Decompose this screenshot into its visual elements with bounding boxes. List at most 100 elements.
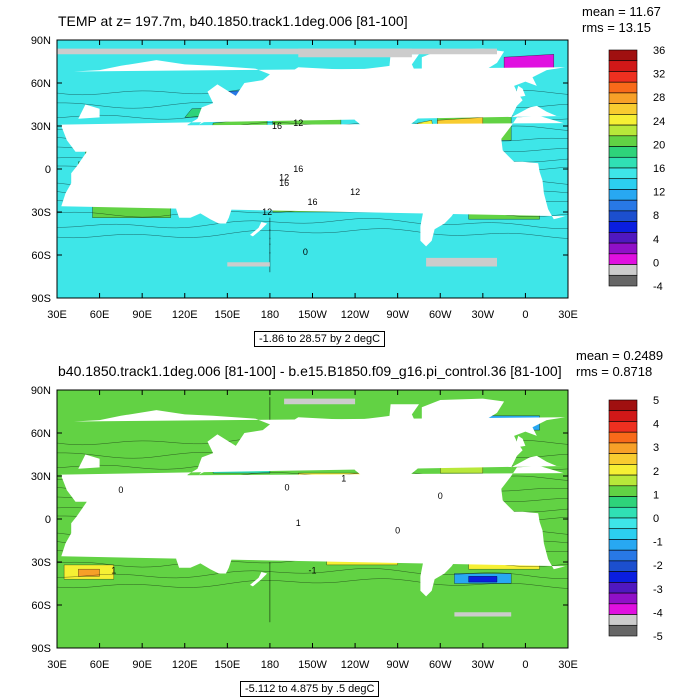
x-tick-label: 0	[522, 659, 528, 671]
contour-label: 0	[284, 482, 289, 492]
stats-block: mean = 0.2489 rms = 0.8718	[576, 348, 663, 380]
contour-label: 0	[118, 485, 123, 495]
colorbar-swatch	[608, 517, 638, 530]
colorbar-label: 3	[653, 442, 659, 454]
x-tick-label: 30E	[558, 309, 578, 321]
colorbar-label: 16	[653, 163, 665, 175]
land-mask	[61, 60, 566, 168]
x-tick-label: 90W	[386, 659, 409, 671]
rms-label: rms = 13.15	[582, 20, 652, 35]
colorbar-swatch	[608, 410, 638, 422]
x-tick-label: 90W	[386, 309, 409, 321]
contour-label: 12	[262, 207, 272, 217]
x-tick-label: 120W	[341, 659, 370, 671]
land-mask	[76, 536, 86, 555]
contour-label: 12	[350, 187, 360, 197]
y-tick-label: 90N	[31, 35, 51, 47]
x-tick-label: 150E	[214, 309, 240, 321]
colorbar-swatch	[608, 442, 638, 454]
land-mask	[198, 104, 221, 125]
contour-label: 12	[293, 118, 303, 128]
colorbar-swatch	[608, 81, 638, 94]
colorbar-swatch	[608, 274, 638, 287]
land-mask	[389, 404, 419, 419]
colorbar-label: 4	[653, 234, 659, 246]
colorbar-swatch	[608, 474, 638, 487]
colorbar-label: 12	[653, 187, 665, 199]
x-tick-label: 90E	[132, 309, 152, 321]
mean-label: mean = 11.67	[582, 4, 661, 19]
x-tick-label: 30W	[472, 659, 495, 671]
colorbar-swatch	[608, 156, 638, 169]
colorbar-label: 5	[653, 395, 659, 407]
x-tick-label: 150E	[214, 659, 240, 671]
colorbar-label: -1	[653, 537, 663, 549]
colorbar-swatch	[608, 71, 638, 83]
colorbar-swatch	[608, 189, 638, 201]
land-mask	[61, 410, 566, 518]
x-tick-label: 150W	[298, 309, 327, 321]
colorbar-swatch	[608, 453, 638, 465]
x-tick-label: 0	[522, 309, 528, 321]
colorbar: 5 4 3 2 1 0 -1 -2 -3 -4 -5	[608, 395, 663, 643]
colorbar-swatch	[608, 614, 638, 626]
colorbar-swatch	[608, 624, 638, 637]
x-tick-label: 120W	[341, 309, 370, 321]
colorbar-label: 0	[653, 257, 659, 269]
colorbar-label: 2	[653, 466, 659, 478]
colorbar-swatch	[608, 135, 638, 147]
stats-block: mean = 11.67 rms = 13.15	[582, 4, 661, 36]
x-tick-label: 30E	[47, 659, 67, 671]
colorbar-swatch	[608, 199, 638, 212]
land-mask	[61, 116, 566, 220]
x-tick-label: 60W	[429, 309, 452, 321]
colorbar-swatch	[608, 253, 638, 265]
contour-label: 0	[438, 491, 443, 501]
land-mask	[516, 435, 526, 448]
x-tick-label: 60W	[429, 659, 452, 671]
colorbar-swatch	[608, 399, 638, 412]
colorbar-swatch	[608, 232, 638, 244]
y-tick-label: 0	[45, 514, 51, 526]
map-field: 0 1 0 0 1 0 1 -1	[57, 390, 568, 648]
colorbar-swatch	[608, 242, 638, 255]
colorbar-label: 8	[653, 210, 659, 222]
panel-temp: TEMP at z= 197.7m, b40.1850.track1.1deg.…	[31, 4, 665, 347]
colorbar-swatch	[608, 485, 638, 497]
land-mask	[421, 48, 505, 83]
land-mask	[176, 534, 232, 574]
colorbar-swatch	[608, 167, 638, 180]
colorbar-label: -2	[653, 560, 663, 572]
x-tick-label: 60E	[90, 309, 110, 321]
panel-difference: b40.1850.track1.1deg.006 [81-100] - b.e1…	[0, 348, 700, 700]
land-mask	[78, 454, 100, 469]
colorbar-swatch	[608, 210, 638, 222]
range-subtitle: -1.86 to 28.57 by 2 degC	[254, 331, 386, 347]
colorbar-swatch	[608, 528, 638, 540]
colorbar-swatch	[608, 92, 638, 104]
land-mask	[516, 85, 526, 98]
colorbar-swatch	[608, 464, 638, 476]
x-tick-label: 60E	[90, 659, 110, 671]
y-tick-label: 90S	[31, 293, 51, 305]
colorbar-swatch	[608, 549, 638, 562]
colorbar-swatch	[608, 582, 638, 594]
colorbar-label: -5	[653, 631, 663, 643]
y-tick-label: 90N	[31, 385, 51, 397]
colorbar-swatch	[608, 221, 638, 233]
colorbar-label: 1	[653, 489, 659, 501]
colorbar-swatch	[608, 264, 638, 276]
land-mask	[167, 509, 184, 525]
contour-label: 16	[307, 197, 317, 207]
range-subtitle: -5.112 to 4.875 by .5 degC	[240, 681, 380, 697]
land-mask	[250, 222, 268, 237]
contour-label: 16	[293, 164, 303, 174]
mean-label: mean = 0.2489	[576, 348, 664, 363]
sea-ice-region	[227, 262, 270, 267]
y-tick-label: 60N	[31, 428, 51, 440]
contour-label: 1	[111, 565, 116, 575]
colorbar-label: 0	[653, 513, 659, 525]
colorbar-swatch	[608, 431, 638, 444]
land-mask	[491, 424, 506, 428]
